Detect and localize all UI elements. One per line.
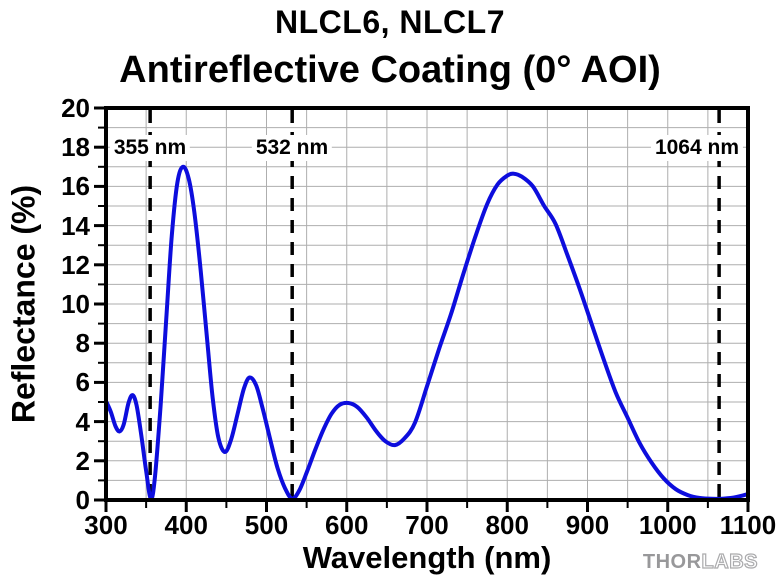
y-tick-label: 12 <box>61 249 90 280</box>
annotation-532nm: 532 nm <box>251 135 333 161</box>
axis-ticks <box>94 106 750 512</box>
thorlabs-logo: THORLABS <box>642 550 758 574</box>
annotation-355nm: 355 nm <box>109 135 191 161</box>
x-axis-title: Wavelength (nm) <box>302 540 552 575</box>
gridlines <box>108 110 747 499</box>
x-tick-label: 500 <box>244 510 289 540</box>
reflectance-curve <box>104 164 750 502</box>
y-tick-label: 14 <box>61 210 90 241</box>
logo-text-solid: THOR <box>642 551 702 573</box>
y-tick-label: 16 <box>61 171 90 202</box>
logo-text-outline: LABS <box>701 550 758 573</box>
y-tick-label: 0 <box>75 485 90 515</box>
y-tick-label: 2 <box>75 445 90 476</box>
x-tick-label: 600 <box>325 510 369 540</box>
y-tick-label: 4 <box>75 406 90 437</box>
y-tick-label: 6 <box>75 367 90 398</box>
y-tick-label: 20 <box>61 93 90 123</box>
chart-title: NLCL6, NLCL7 <box>275 4 505 40</box>
x-tick-label: 700 <box>405 510 449 540</box>
x-tick-label: 400 <box>164 510 208 540</box>
y-tick-label: 18 <box>61 132 90 163</box>
y-tick-label: 8 <box>75 328 90 359</box>
x-tick-label: 1100 <box>719 510 777 540</box>
x-tick-label: 1000 <box>638 510 697 540</box>
x-tick-label: 800 <box>485 510 529 540</box>
chart-subtitle: Antireflective Coating (0° AOI) <box>119 49 661 91</box>
x-tick-label: 900 <box>565 510 610 540</box>
y-tick-label: 10 <box>61 289 90 319</box>
plot-frame <box>104 106 750 502</box>
x-tick-label: 300 <box>84 510 128 540</box>
annotation-1064nm: 1064 nm <box>650 135 743 161</box>
